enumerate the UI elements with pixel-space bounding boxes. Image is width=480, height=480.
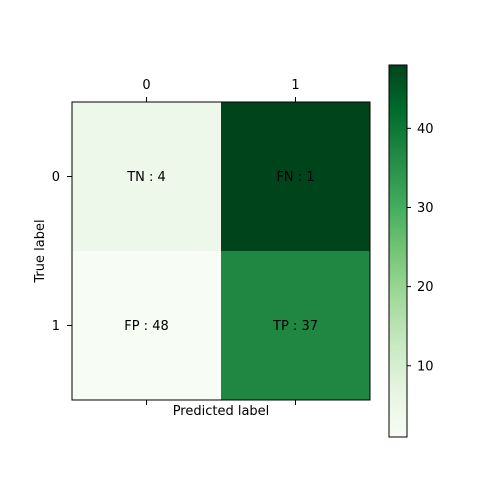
x-tick-label-1: 1	[291, 78, 299, 93]
y-tick-label-1: 1	[52, 319, 60, 334]
y-tick-marks	[67, 176, 72, 326]
matrix-frame	[71, 101, 371, 401]
x-tick-marks	[146, 97, 296, 405]
matrix-cell-0-1	[221, 102, 370, 251]
y-tick-label-0: 0	[52, 170, 60, 185]
x-tick-label-0: 0	[142, 78, 150, 93]
matrix-cell-label-0-0: TN : 4	[126, 170, 166, 185]
colorbar-tick-label-0: 10	[417, 359, 434, 374]
colorbar-tick-label-1: 20	[417, 280, 434, 295]
colorbar	[388, 64, 408, 438]
matrix-cell-1-0	[72, 251, 221, 400]
matrix-cell-0-0	[72, 102, 221, 251]
colorbar-ticks: 10 20 30 40	[407, 122, 434, 374]
matrix-cell-label-0-1: FN : 1	[276, 170, 314, 185]
colorbar-tick-label-3: 40	[417, 122, 434, 137]
matrix-cell-label-1-1: TP : 37	[272, 319, 318, 334]
y-axis-label: True label	[33, 219, 48, 283]
matrix-cell-1-1	[221, 251, 370, 400]
matrix-cell-label-1-0: FP : 48	[124, 319, 169, 334]
matrix-cells: TN : 4 FN : 1 FP : 48 TP : 37	[72, 102, 370, 400]
x-axis-label: Predicted label	[173, 404, 270, 419]
colorbar-tick-label-2: 30	[417, 201, 434, 216]
